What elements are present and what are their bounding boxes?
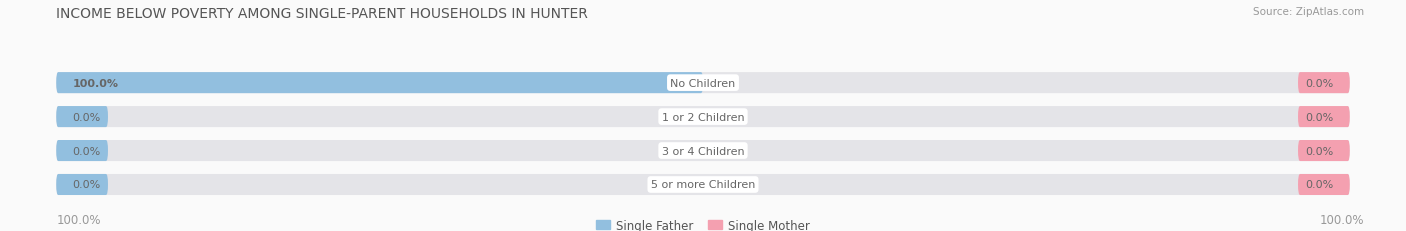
FancyBboxPatch shape (56, 174, 108, 195)
Text: 5 or more Children: 5 or more Children (651, 180, 755, 190)
FancyBboxPatch shape (56, 73, 1350, 94)
Text: 3 or 4 Children: 3 or 4 Children (662, 146, 744, 156)
FancyBboxPatch shape (1298, 106, 1350, 128)
Text: 100.0%: 100.0% (1319, 213, 1364, 226)
Text: 1 or 2 Children: 1 or 2 Children (662, 112, 744, 122)
Text: No Children: No Children (671, 78, 735, 88)
FancyBboxPatch shape (56, 140, 1350, 161)
Text: 0.0%: 0.0% (1305, 112, 1334, 122)
Text: 0.0%: 0.0% (73, 112, 101, 122)
FancyBboxPatch shape (56, 106, 108, 128)
FancyBboxPatch shape (1298, 73, 1350, 94)
FancyBboxPatch shape (56, 174, 1350, 195)
Text: INCOME BELOW POVERTY AMONG SINGLE-PARENT HOUSEHOLDS IN HUNTER: INCOME BELOW POVERTY AMONG SINGLE-PARENT… (56, 7, 588, 21)
FancyBboxPatch shape (1298, 140, 1350, 161)
Text: 0.0%: 0.0% (73, 180, 101, 190)
Text: 0.0%: 0.0% (1305, 78, 1334, 88)
Text: 0.0%: 0.0% (1305, 180, 1334, 190)
Text: 100.0%: 100.0% (56, 213, 101, 226)
Text: 0.0%: 0.0% (1305, 146, 1334, 156)
FancyBboxPatch shape (56, 106, 1350, 128)
Legend: Single Father, Single Mother: Single Father, Single Mother (592, 214, 814, 231)
Text: 0.0%: 0.0% (73, 146, 101, 156)
Text: Source: ZipAtlas.com: Source: ZipAtlas.com (1253, 7, 1364, 17)
FancyBboxPatch shape (56, 140, 108, 161)
Text: 100.0%: 100.0% (73, 78, 118, 88)
FancyBboxPatch shape (56, 73, 703, 94)
FancyBboxPatch shape (1298, 174, 1350, 195)
